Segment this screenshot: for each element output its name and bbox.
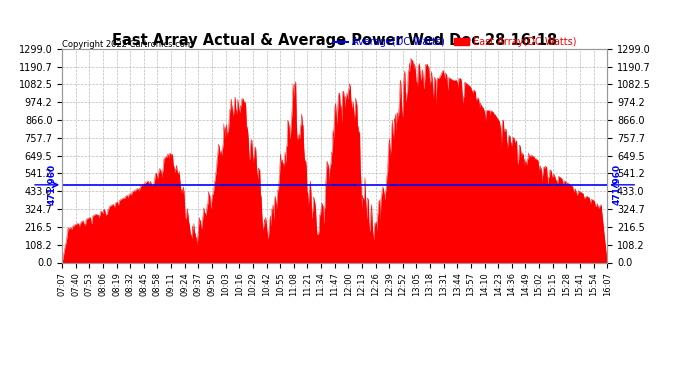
Text: Copyright 2022 Cartronics.com: Copyright 2022 Cartronics.com — [62, 40, 193, 49]
Title: East Array Actual & Average Power Wed Dec 28 16:18: East Array Actual & Average Power Wed De… — [112, 33, 558, 48]
Legend: Average(DC Watts), East Array(DC Watts): Average(DC Watts), East Array(DC Watts) — [329, 33, 580, 51]
Text: 471.960: 471.960 — [48, 164, 57, 206]
Text: 471.960: 471.960 — [613, 164, 622, 206]
